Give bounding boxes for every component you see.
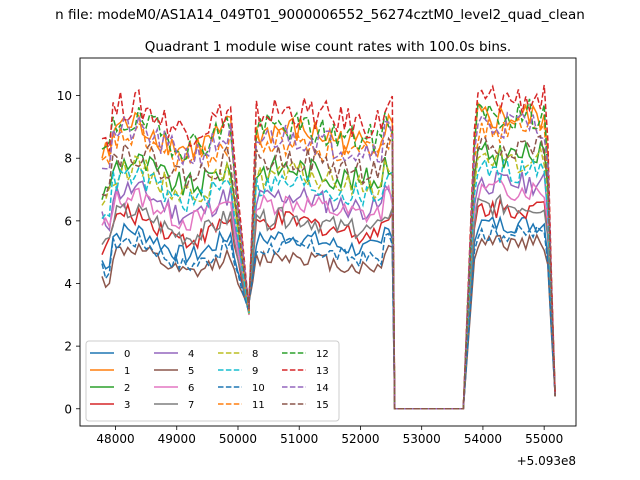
- legend-label: 13: [316, 366, 329, 377]
- legend-frame: [85, 340, 340, 422]
- axes-frame: [79, 57, 577, 427]
- legend-label: 5: [188, 366, 194, 377]
- x-axis-ticks: 48000 49000 50000 51000 52000 53000 54000 55000: [96, 426, 563, 446]
- x-tick-label: 50000: [219, 432, 257, 446]
- series-lines: [101, 84, 556, 410]
- legend-label: 10: [252, 383, 265, 394]
- y-tick-label: 0: [64, 402, 72, 416]
- x-tick-label: 49000: [158, 432, 196, 446]
- legend-label: 15: [316, 400, 329, 411]
- series-line-13: [101, 84, 556, 410]
- series-line-5: [101, 233, 556, 410]
- legend-label: 12: [316, 349, 329, 360]
- x-tick-label: 51000: [280, 432, 318, 446]
- series-line-12: [101, 98, 556, 410]
- series-line-9: [101, 157, 556, 410]
- plot-area: 48000 49000 50000 51000 52000 53000 54000 55000…: [57, 57, 577, 446]
- legend-label: 8: [252, 349, 258, 360]
- x-tick-label: 55000: [525, 432, 563, 446]
- legend-label: 4: [188, 349, 194, 360]
- legend-label: 14: [316, 383, 329, 394]
- x-axis-offset-label: +5.093e8: [517, 454, 576, 468]
- chart-title: Quadrant 1 module wise count rates with …: [145, 39, 511, 55]
- series-line-8: [101, 146, 556, 410]
- figure-suptitle: n file: modeM0/AS1A14_049T01_9000006552_…: [55, 7, 585, 23]
- y-tick-label: 8: [64, 152, 72, 166]
- series-line-14: [101, 111, 556, 410]
- x-tick-label: 53000: [403, 432, 441, 446]
- legend-label: 2: [124, 383, 130, 394]
- legend-label: 3: [124, 400, 130, 411]
- series-line-7: [101, 193, 556, 410]
- y-axis-ticks: 0 2 4 6 8 10: [57, 89, 80, 416]
- legend-label: 6: [188, 383, 194, 394]
- series-line-0: [101, 215, 556, 410]
- x-tick-label: 52000: [341, 432, 379, 446]
- series-line-15: [101, 134, 556, 410]
- x-tick-label: 54000: [464, 432, 502, 446]
- y-tick-label: 10: [57, 89, 72, 103]
- series-line-6: [101, 178, 556, 410]
- x-tick-label: 48000: [96, 432, 134, 446]
- legend-label: 11: [252, 400, 265, 411]
- legend-label: 9: [252, 366, 258, 377]
- series-line-10: [101, 223, 556, 410]
- legend-label: 0: [124, 349, 130, 360]
- y-tick-label: 2: [64, 340, 72, 354]
- series-line-3: [101, 197, 556, 410]
- legend-label: 1: [124, 366, 130, 377]
- y-tick-label: 6: [64, 214, 72, 228]
- y-tick-label: 4: [64, 277, 72, 291]
- legend-label: 7: [188, 400, 194, 411]
